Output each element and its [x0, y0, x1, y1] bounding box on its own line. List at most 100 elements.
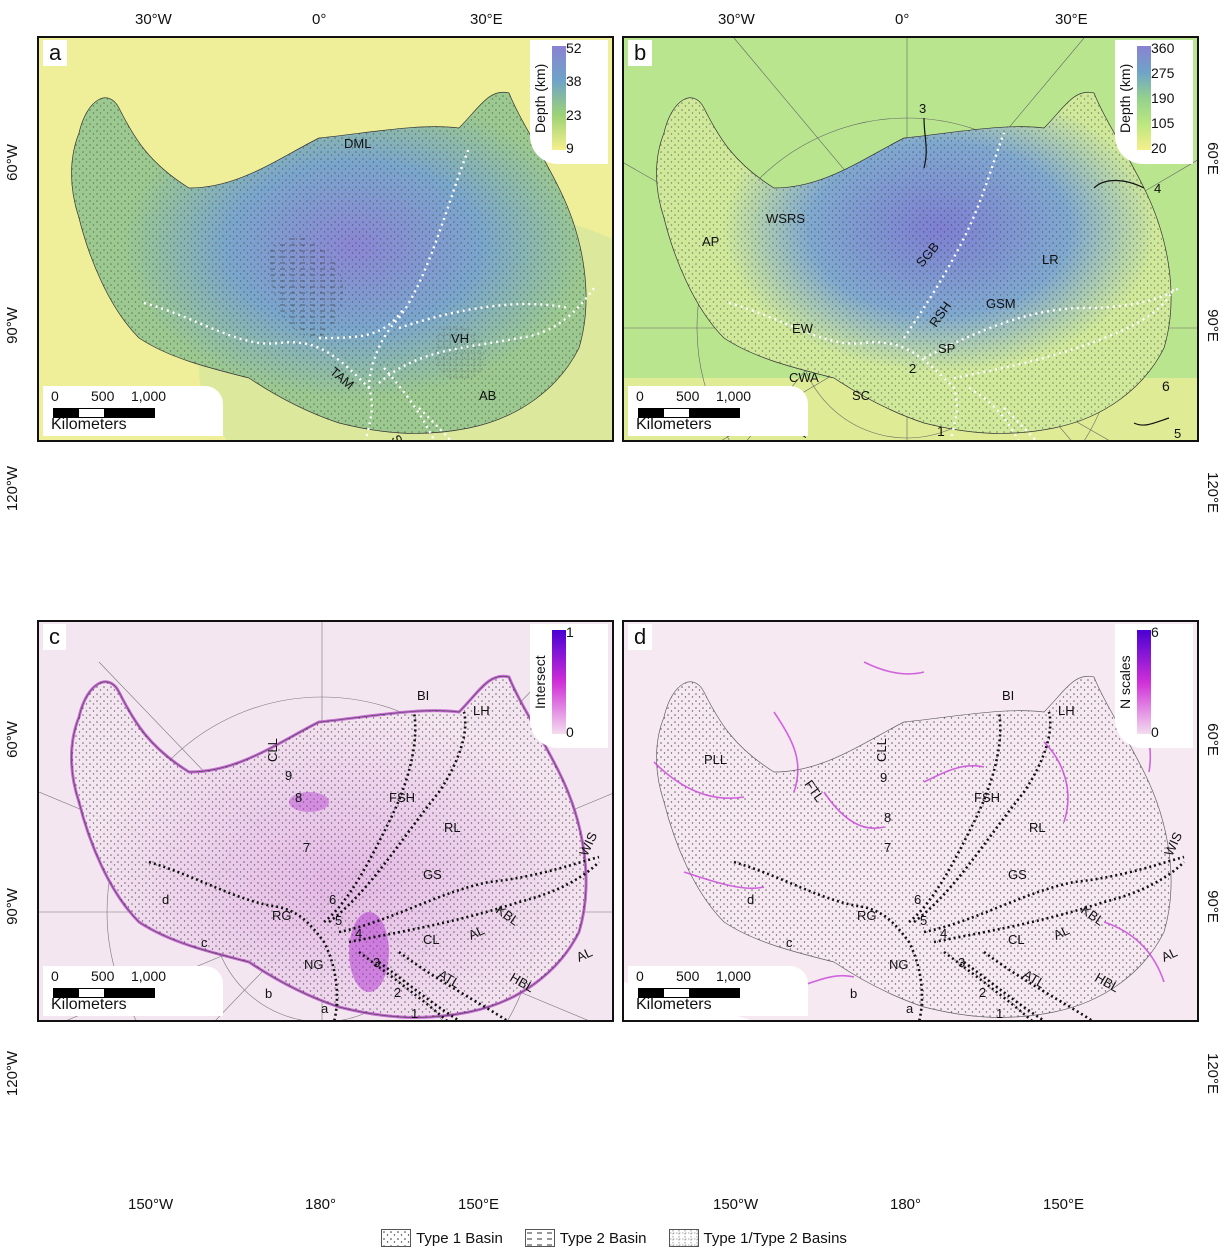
- lat-label-b-0: 60°E: [1203, 142, 1221, 175]
- colorbar-ramp-c: [552, 630, 566, 734]
- map-a: DML TAM VH AB SWB: [39, 38, 612, 442]
- colorbar-tick: 38: [566, 73, 582, 90]
- scale-n1: 500: [676, 968, 700, 984]
- scale-n0: 0: [636, 968, 644, 984]
- arrow-label-6-visible: 6: [1162, 378, 1170, 394]
- colorbar-a: Depth (km) 52 38 23 9: [530, 40, 608, 164]
- colorbar-tick: 0: [1151, 724, 1159, 740]
- lat-label-a-1: 90°W: [3, 307, 21, 344]
- panel-label-b: b: [628, 40, 653, 66]
- colorbar-tick: 20: [1151, 140, 1167, 156]
- label-WSRS: WSRS: [766, 211, 805, 226]
- label-SP: SP: [938, 341, 955, 356]
- label-GSM: GSM: [986, 296, 1016, 311]
- colorbar-ramp-b: [1137, 46, 1151, 150]
- legend-label: Type 2 Basin: [559, 1229, 647, 1247]
- colorbar-tick: 190: [1151, 90, 1175, 106]
- colorbar-ticks-a: 52 38 23 9: [566, 40, 606, 156]
- lon-label-b-1: 0°: [895, 11, 910, 28]
- scalebar-a: 0 500 1,000 Kilometers: [43, 386, 223, 436]
- dots-swatch-icon: [381, 1229, 412, 1247]
- scale-n0: 0: [51, 388, 59, 404]
- map-b: 3 4 5 SGB WSRS AP LR RSH GSM EW SP CWA S…: [624, 38, 1197, 441]
- arrow-label-3: 3: [919, 101, 926, 116]
- scale-bar: [53, 408, 155, 418]
- panel-label-c: c: [43, 624, 66, 650]
- colorbar-tick: 23: [566, 106, 582, 123]
- lon-label-a-0: 30°W: [135, 11, 172, 28]
- scale-bar: [53, 988, 155, 998]
- scale-n1: 500: [91, 968, 115, 984]
- arrow-label-4: 4: [1154, 181, 1161, 196]
- panel-label-a: a: [43, 40, 68, 66]
- lat-label-d-2: 120°E: [1204, 1052, 1222, 1095]
- lon-label-c-2: 150°E: [458, 1196, 500, 1213]
- colorbar-title-b: Depth (km): [1117, 63, 1133, 133]
- arrow-label-1-visible: 1: [937, 423, 945, 439]
- lon-label-d-0: 150°W: [713, 1196, 759, 1213]
- scale-n1: 500: [676, 388, 700, 404]
- label-SC: SC: [852, 388, 870, 403]
- lon-label-b-2: 30°E: [1055, 11, 1088, 28]
- lon-label-c-1: 180°: [305, 1196, 337, 1213]
- legend-item-type1-type2: Type 1/Type 2 Basins: [668, 1226, 847, 1250]
- colorbar-ramp-d: [1137, 630, 1151, 734]
- colorbar-ramp-a: [552, 46, 566, 150]
- scalebar-b: 0 500 1,000 Kilometers: [628, 386, 808, 436]
- dashes-swatch-icon: [524, 1229, 555, 1247]
- scalebar-c: 0 500 1,000 Kilometers: [43, 966, 223, 1016]
- label-DML: DML: [344, 136, 371, 151]
- scale-n2: 1,000: [716, 388, 752, 404]
- panel-b: 3 4 5 SGB WSRS AP LR RSH GSM EW SP CWA S…: [622, 36, 1199, 442]
- lon-label-b-0: 30°W: [718, 11, 755, 28]
- grid-swatch-icon: [668, 1229, 699, 1247]
- lat-label-c-0: 60°W: [3, 721, 21, 758]
- lat-label-c-1: 90°W: [3, 888, 21, 925]
- colorbar-tick: 52: [566, 40, 582, 56]
- colorbar-ticks-d: 6 0: [1151, 624, 1191, 740]
- label-AP: AP: [702, 234, 719, 249]
- panel-a: DML TAM VH AB SWB a Depth (km) 52 38 23 …: [37, 36, 614, 442]
- scale-n0: 0: [636, 388, 644, 404]
- lat-label-b-2: 120°E: [1204, 471, 1222, 514]
- legend-item-type1: Type 1 Basin: [381, 1226, 503, 1250]
- label-SWB: SWB: [388, 432, 416, 442]
- scale-bar: [638, 408, 740, 418]
- label-VH: VH: [451, 331, 469, 346]
- lon-label-a-2: 30°E: [470, 11, 503, 28]
- colorbar-title-a: Depth (km): [532, 63, 548, 133]
- label-AB: AB: [479, 388, 496, 403]
- legend-item-type2: Type 2 Basin: [524, 1226, 647, 1250]
- lat-label-d-1: 90°E: [1203, 890, 1221, 923]
- legend-label: Type 1 Basin: [416, 1229, 503, 1247]
- colorbar-d: N scales 6 0: [1115, 624, 1193, 748]
- scale-units: Kilometers: [636, 996, 712, 1013]
- basin-legend: Type 1 Basin Type 2 Basin Type 1/Type 2 …: [0, 1226, 1228, 1250]
- colorbar-tick: 6: [1151, 624, 1159, 640]
- scale-units: Kilometers: [51, 996, 127, 1013]
- scale-n2: 1,000: [131, 968, 167, 984]
- colorbar-ticks-b: 360 275 190 105 20: [1151, 40, 1191, 156]
- colorbar-c: Intersect 1 0: [530, 624, 608, 748]
- scale-units: Kilometers: [636, 416, 712, 433]
- colorbar-tick: 9: [566, 139, 574, 156]
- map-d: [624, 622, 1197, 1020]
- lon-label-a-1: 0°: [312, 11, 327, 28]
- scale-units: Kilometers: [51, 416, 127, 433]
- lon-label-d-2: 150°E: [1043, 1196, 1085, 1213]
- scale-n0: 0: [51, 968, 59, 984]
- lat-label-b-1: 90°E: [1203, 309, 1221, 342]
- label-2: 2: [909, 361, 916, 376]
- colorbar-title-c: Intersect: [532, 655, 548, 709]
- lon-label-d-1: 180°: [890, 1196, 922, 1213]
- colorbar-tick: 105: [1151, 115, 1175, 131]
- colorbar-title-d: N scales: [1117, 655, 1133, 709]
- colorbar-tick: 0: [566, 724, 574, 740]
- arrow-label-5: 5: [1174, 426, 1181, 441]
- scalebar-d: 0 500 1,000 Kilometers: [628, 966, 808, 1016]
- label-CWA: CWA: [789, 370, 819, 385]
- scale-n1: 500: [91, 388, 115, 404]
- scale-bar: [638, 988, 740, 998]
- lat-label-a-2: 120°W: [4, 465, 22, 512]
- boundary-lines: [143, 147, 595, 440]
